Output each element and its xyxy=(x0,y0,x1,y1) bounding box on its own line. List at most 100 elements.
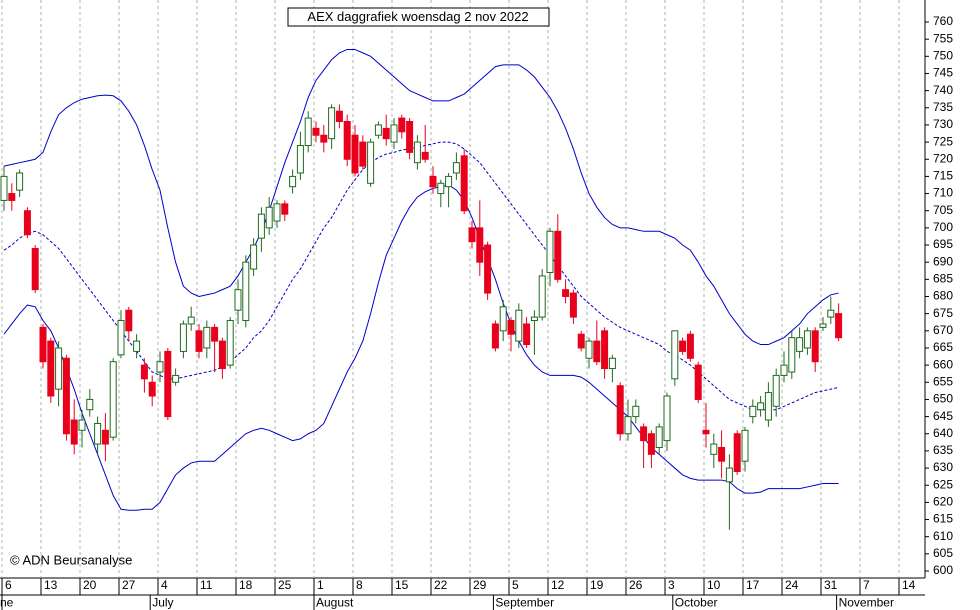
candle-body xyxy=(133,340,141,352)
y-tick-label: 735 xyxy=(933,100,953,114)
band-line xyxy=(3,141,839,411)
candle-body xyxy=(445,175,453,188)
candle-body xyxy=(265,206,273,229)
y-tick-label: 695 xyxy=(933,237,953,251)
x-tick-label: 10 xyxy=(707,578,721,592)
candle-body xyxy=(686,333,694,359)
x-tick-label: 1 xyxy=(317,578,324,592)
candle-body xyxy=(554,230,562,280)
candle-body xyxy=(70,419,78,445)
y-tick-label: 675 xyxy=(933,306,953,320)
candle-body xyxy=(250,244,258,270)
candle-body xyxy=(359,141,367,167)
candle-body xyxy=(764,392,772,421)
candle-body xyxy=(16,172,24,191)
candle-body xyxy=(406,121,414,153)
x-tick-label: 24 xyxy=(785,578,799,592)
band-line xyxy=(3,184,839,511)
candle-body xyxy=(23,210,31,236)
candle-body xyxy=(390,124,398,143)
y-tick-label: 710 xyxy=(933,186,953,200)
chart-title: AEX daggrafiek woensdag 2 nov 2022 xyxy=(307,9,528,24)
y-tick-label: 680 xyxy=(933,289,953,303)
candle-body xyxy=(343,121,351,160)
y-tick-label: 740 xyxy=(933,83,953,97)
candle-body xyxy=(655,426,663,448)
candle-body xyxy=(585,340,593,359)
candle-body xyxy=(101,429,109,445)
y-tick-label: 670 xyxy=(933,323,953,337)
month-label: October xyxy=(675,596,718,610)
candle-body xyxy=(507,320,515,335)
x-tick-label: 6 xyxy=(5,578,12,592)
candle-body xyxy=(234,289,242,311)
candle-body xyxy=(694,364,702,400)
y-tick-label: 660 xyxy=(933,357,953,371)
candle-body xyxy=(780,364,788,376)
candle-body xyxy=(374,124,382,136)
month-label: July xyxy=(152,596,173,610)
candle-body xyxy=(429,175,437,188)
candle-body xyxy=(218,340,226,370)
x-tick-label: 18 xyxy=(239,578,253,592)
candle-body xyxy=(702,429,710,435)
candle-body xyxy=(468,227,476,243)
x-tick-label: 17 xyxy=(746,578,760,592)
candle-body xyxy=(671,330,679,380)
candle-body xyxy=(647,433,655,455)
y-tick-label: 745 xyxy=(933,66,953,80)
x-tick-label: 8 xyxy=(356,578,363,592)
candle-body xyxy=(593,340,601,363)
candle-body xyxy=(0,175,8,201)
candle-body xyxy=(452,162,460,174)
candle-body xyxy=(281,203,289,215)
x-tick-label: 13 xyxy=(44,578,58,592)
candle-body xyxy=(460,155,468,212)
candle-body xyxy=(47,340,55,397)
candle-body xyxy=(148,381,156,397)
candle-body xyxy=(320,134,328,143)
candle-body xyxy=(164,350,172,418)
y-tick-label: 720 xyxy=(933,151,953,165)
y-tick-label: 665 xyxy=(933,340,953,354)
x-tick-label: 26 xyxy=(629,578,643,592)
candle-body xyxy=(62,357,70,435)
candle-body xyxy=(304,117,312,147)
candle-body xyxy=(156,361,164,373)
candle-body xyxy=(499,306,507,332)
candle-body xyxy=(86,398,94,411)
y-tick-label: 620 xyxy=(933,495,953,509)
candle-body xyxy=(195,330,203,352)
candle-body xyxy=(109,361,117,438)
candle-body xyxy=(577,333,585,349)
candle-body xyxy=(351,134,359,174)
y-tick-label: 755 xyxy=(933,31,953,45)
candle-body xyxy=(78,419,86,431)
candle-body xyxy=(835,313,843,339)
candle-body xyxy=(796,337,804,352)
x-tick-label: 4 xyxy=(161,578,168,592)
y-tick-label: 760 xyxy=(933,14,953,28)
candle-body xyxy=(413,141,421,164)
candle-body xyxy=(515,309,523,342)
y-tick-label: 750 xyxy=(933,48,953,62)
candle-body xyxy=(172,374,180,383)
x-tick-label: 20 xyxy=(83,578,97,592)
candle-body xyxy=(203,326,211,349)
y-tick-label: 625 xyxy=(933,477,953,491)
candle-body xyxy=(601,330,609,370)
y-tick-label: 610 xyxy=(933,529,953,543)
candle-body xyxy=(257,213,265,239)
candle-body xyxy=(179,323,187,352)
month-label: September xyxy=(495,596,554,610)
candle-body xyxy=(741,429,749,462)
candle-body xyxy=(827,309,835,318)
y-tick-label: 690 xyxy=(933,254,953,268)
candle-body xyxy=(312,127,320,136)
candle-body xyxy=(242,261,250,322)
candle-body xyxy=(211,326,219,342)
candle-body xyxy=(616,385,624,435)
candle-body xyxy=(94,422,102,445)
